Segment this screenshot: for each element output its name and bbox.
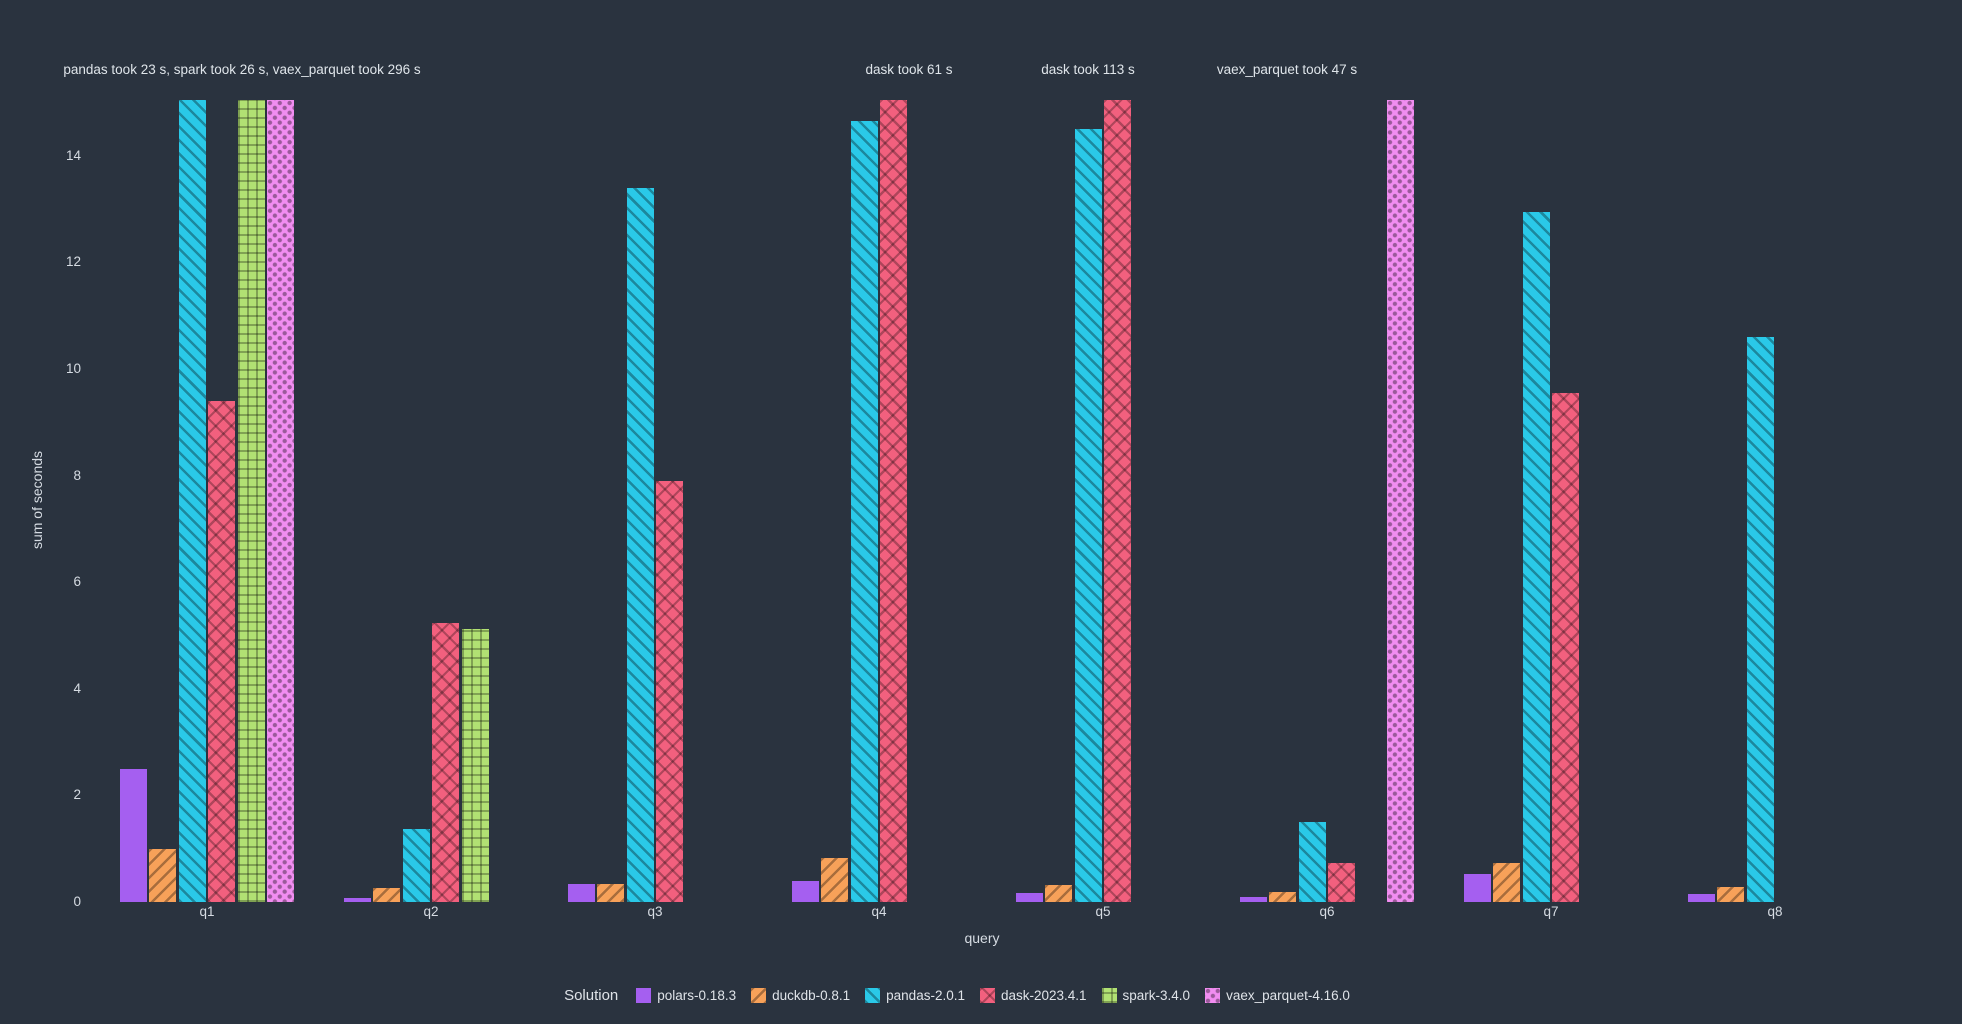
x-tick-label-q5: q5	[1095, 904, 1111, 919]
bar-q8-duckdb-0.8.1[interactable]	[1717, 886, 1745, 902]
legend-swatch-icon	[979, 988, 995, 1003]
bar-q4-duckdb-0.8.1[interactable]	[821, 857, 849, 902]
legend-item-label: pandas-2.0.1	[886, 988, 965, 1003]
x-tick-label-q1: q1	[199, 904, 215, 919]
legend: Solution polars-0.18.3 duckdb-0.8.1 pandas…	[0, 987, 1914, 1004]
bar-q7-dask-2023.4.1[interactable]	[1552, 392, 1580, 902]
legend-item-label: duckdb-0.8.1	[772, 988, 851, 1003]
annotation-1: pandas took 23 s, spark took 26 s, vaex_…	[63, 62, 421, 77]
legend-swatch-icon	[636, 988, 652, 1003]
bar-q6-pandas-2.0.1[interactable]	[1298, 821, 1326, 902]
bar-q8-polars-0.18.3[interactable]	[1688, 894, 1715, 902]
legend-item-duckdb-0.8.1[interactable]: duckdb-0.8.1	[751, 988, 850, 1003]
legend-item-label: spark-3.4.0	[1122, 988, 1191, 1003]
bar-q1-polars-0.18.3[interactable]	[120, 768, 147, 902]
bar-q3-dask-2023.4.1[interactable]	[656, 480, 684, 902]
legend-swatch-icon	[1101, 988, 1117, 1003]
y-axis-title: sum of seconds	[29, 450, 45, 550]
legend-item-polars-0.18.3[interactable]: polars-0.18.3	[636, 988, 736, 1003]
y-tick-label-0: 0	[73, 894, 81, 909]
bar-q1-dask-2023.4.1[interactable]	[208, 400, 236, 902]
y-tick-label-14: 14	[65, 147, 81, 163]
bar-q2-duckdb-0.8.1[interactable]	[373, 888, 401, 902]
bar-q1-spark-3.4.0[interactable]	[237, 99, 265, 902]
legend-item-dask-2023.4.1[interactable]: dask-2023.4.1	[979, 988, 1087, 1003]
bar-q7-polars-0.18.3[interactable]	[1464, 873, 1491, 902]
x-tick-label-q8: q8	[1767, 904, 1783, 919]
bar-q3-duckdb-0.8.1[interactable]	[597, 884, 625, 902]
bar-q5-polars-0.18.3[interactable]	[1016, 893, 1043, 902]
legend-swatch-icon	[865, 988, 881, 1003]
legend-swatch-icon	[1205, 988, 1221, 1003]
y-tick-label-8: 8	[73, 467, 81, 483]
legend-item-label: polars-0.18.3	[657, 988, 737, 1003]
bar-q1-duckdb-0.8.1[interactable]	[149, 848, 177, 902]
bar-q4-pandas-2.0.1[interactable]	[850, 121, 878, 902]
bar-q7-duckdb-0.8.1[interactable]	[1493, 862, 1521, 902]
y-tick-label-4: 4	[73, 680, 81, 696]
bar-q8-pandas-2.0.1[interactable]	[1746, 337, 1774, 902]
bar-q4-dask-2023.4.1[interactable]	[880, 99, 908, 902]
y-tick-label-12: 12	[65, 254, 81, 270]
annotation-2: dask took 61 s	[865, 62, 953, 77]
x-axis-title: query	[964, 930, 1000, 946]
bar-q6-vaex_parquet-4.16.0[interactable]	[1387, 99, 1414, 902]
bar-q2-dask-2023.4.1[interactable]	[432, 622, 460, 902]
bar-q2-polars-0.18.3[interactable]	[344, 898, 371, 902]
legend-item-spark-3.4.0[interactable]: spark-3.4.0	[1101, 988, 1191, 1003]
annotation-3: dask took 113 s	[1041, 62, 1135, 77]
y-tick-label-10: 10	[65, 361, 81, 376]
legend-item-label: vaex_parquet-4.16.0	[1226, 988, 1350, 1003]
y-tick-label-2: 2	[73, 787, 81, 803]
annotation-4: vaex_parquet took 47 s	[1216, 62, 1358, 77]
legend-items: polars-0.18.3 duckdb-0.8.1 pandas-2.0.1 das…	[636, 988, 1350, 1003]
bar-q5-dask-2023.4.1[interactable]	[1104, 99, 1132, 902]
bar-q6-dask-2023.4.1[interactable]	[1328, 863, 1356, 902]
bar-q4-polars-0.18.3[interactable]	[792, 881, 819, 902]
y-tick-label-6: 6	[73, 574, 81, 590]
bar-q6-duckdb-0.8.1[interactable]	[1269, 891, 1297, 902]
bar-q3-polars-0.18.3[interactable]	[568, 884, 595, 902]
bar-q3-pandas-2.0.1[interactable]	[626, 187, 654, 902]
x-tick-label-q6: q6	[1319, 904, 1335, 919]
bar-q1-pandas-2.0.1[interactable]	[178, 99, 206, 902]
bar-q5-duckdb-0.8.1[interactable]	[1045, 885, 1073, 902]
legend-swatch-icon	[751, 988, 767, 1003]
bar-q7-pandas-2.0.1[interactable]	[1522, 211, 1550, 902]
x-tick-label-q7: q7	[1543, 904, 1559, 919]
bar-q6-polars-0.18.3[interactable]	[1240, 897, 1267, 902]
legend-title: Solution	[564, 987, 619, 1004]
x-tick-label-q4: q4	[871, 904, 887, 919]
bar-q1-vaex_parquet-4.16.0[interactable]	[267, 99, 294, 902]
legend-item-pandas-2.0.1[interactable]: pandas-2.0.1	[865, 988, 965, 1003]
legend-item-label: dask-2023.4.1	[1000, 988, 1087, 1003]
bar-q2-spark-3.4.0[interactable]	[461, 628, 489, 902]
bar-q5-pandas-2.0.1[interactable]	[1074, 129, 1102, 902]
x-tick-label-q3: q3	[647, 904, 663, 919]
x-tick-label-q2: q2	[423, 904, 439, 919]
legend-item-vaex_parquet-4.16.0[interactable]: vaex_parquet-4.16.0	[1205, 988, 1350, 1003]
bar-q2-pandas-2.0.1[interactable]	[402, 828, 430, 902]
